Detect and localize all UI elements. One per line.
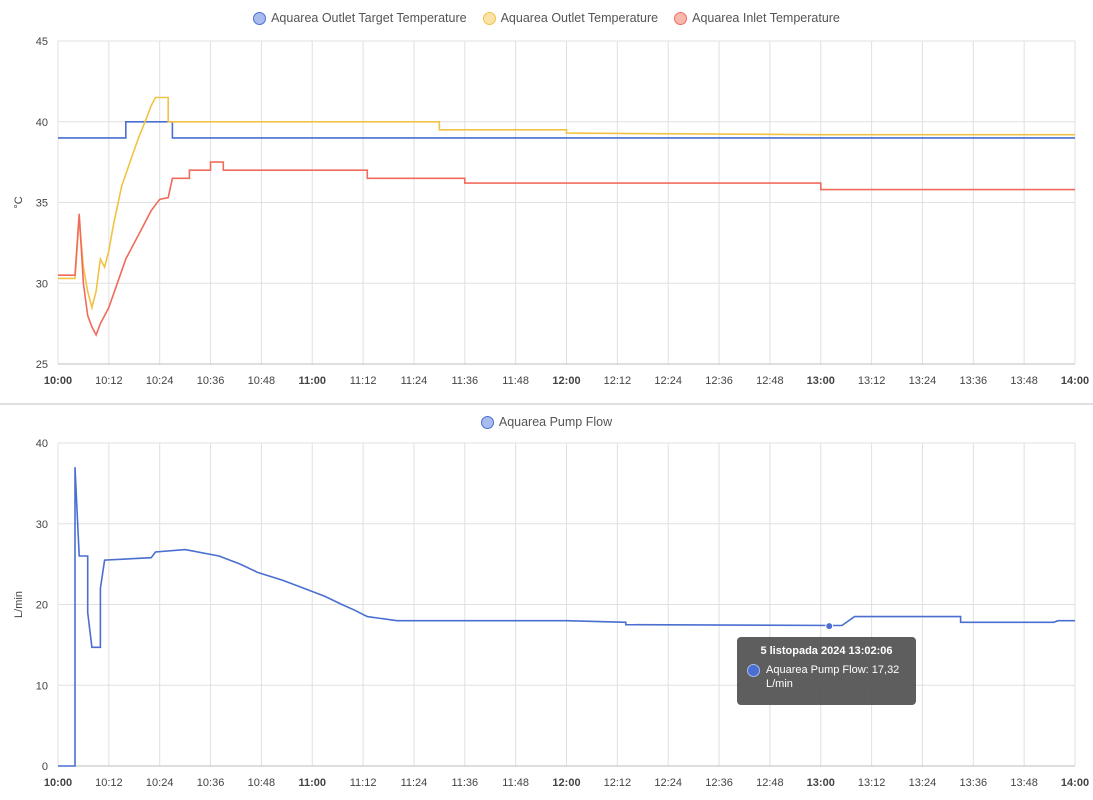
x-tick-label: 13:36 (960, 777, 988, 789)
y-tick-label: 20 (36, 600, 48, 612)
legend-label-outlet: Aquarea Outlet Temperature (500, 11, 659, 25)
tooltip-unit: L/min (766, 678, 793, 690)
x-tick-label: 12:24 (654, 777, 682, 789)
x-tick-label: 11:48 (502, 375, 529, 387)
series-line-aquarea-inlet-temperature[interactable] (58, 161, 1075, 337)
y-tick-label: 45 (36, 36, 48, 48)
temperature-chart-plot[interactable]: 10:00 10:12 10:24 10:36 10:48 11:00 11:12 11:24… (0, 0, 1093, 402)
y-tick-label: 10 (36, 680, 48, 692)
grid (57, 40, 1076, 365)
x-tick-label: 10:00 (44, 375, 72, 387)
legend-swatch-inlet (674, 11, 688, 25)
legend-item-outlet-target[interactable]: Aquarea Outlet Target Temperature (253, 11, 467, 25)
x-tick-label: 10:12 (95, 777, 123, 789)
x-tick-label: 13:12 (858, 777, 886, 789)
x-tick-label: 11:12 (350, 777, 377, 789)
y-tick-label: 35 (36, 198, 48, 210)
x-tick-label: 10:00 (44, 777, 72, 789)
temperature-chart-legend: Aquarea Outlet Target Temperature Aquare… (0, 11, 1093, 25)
x-tick-label: 11:36 (451, 375, 478, 387)
y-axis-label: °C (13, 196, 25, 208)
x-tick-label: 11:48 (502, 777, 529, 789)
x-tick-label: 13:00 (807, 777, 835, 789)
x-tick-label: 12:12 (604, 777, 632, 789)
x-tick-label: 13:24 (909, 777, 937, 789)
legend-label-pump-flow: Aquarea Pump Flow (498, 415, 613, 429)
y-tick-label: 30 (36, 519, 48, 531)
legend-swatch-pump-flow (480, 415, 494, 429)
x-tick-label: 13:00 (807, 375, 835, 387)
legend-swatch-outlet-target (253, 11, 267, 25)
x-tick-label: 12:00 (552, 777, 580, 789)
y-tick-label: 0 (42, 761, 48, 773)
x-tick-label: 10:24 (146, 375, 174, 387)
tooltip-title: 5 listopada 2024 13:02:06 (760, 645, 893, 657)
series-line-aquarea-outlet-target-temperature[interactable] (58, 121, 1075, 139)
y-tick-label: 30 (36, 278, 48, 290)
x-tick-label: 12:24 (654, 375, 682, 387)
legend-item-inlet[interactable]: Aquarea Inlet Temperature (674, 11, 840, 25)
tooltip-series-dot (747, 664, 760, 677)
x-tick-label: 12:12 (604, 375, 632, 387)
x-tick-label: 13:48 (1010, 777, 1038, 789)
x-tick-label: 12:36 (705, 777, 733, 789)
legend-item-outlet[interactable]: Aquarea Outlet Temperature (482, 11, 659, 25)
x-tick-label: 13:12 (858, 375, 886, 387)
x-tick-label: 14:00 (1061, 777, 1089, 789)
x-tick-label: 10:48 (248, 375, 276, 387)
series-line-aquarea-pump-flow[interactable] (58, 467, 1075, 767)
x-tick-label: 12:00 (552, 375, 580, 387)
x-tick-label: 13:48 (1010, 375, 1038, 387)
y-tick-label: 40 (36, 438, 48, 450)
y-axis-label: L/min (13, 591, 25, 618)
x-tick-label: 10:12 (95, 375, 123, 387)
x-tick-label: 10:36 (197, 375, 225, 387)
legend-swatch-outlet (482, 11, 496, 25)
panel-divider (0, 403, 1093, 405)
x-tick-label: 11:12 (350, 375, 377, 387)
x-tick-label: 12:36 (705, 375, 733, 387)
x-tick-label: 12:48 (756, 375, 784, 387)
x-tick-label: 11:00 (298, 375, 326, 387)
x-tick-label: 14:00 (1061, 375, 1089, 387)
y-tick-label: 25 (36, 359, 48, 371)
x-tick-label: 12:48 (756, 777, 784, 789)
x-tick-label: 10:36 (197, 777, 225, 789)
x-tick-label: 13:24 (909, 375, 937, 387)
legend-label-outlet-target: Aquarea Outlet Target Temperature (271, 11, 467, 25)
pump-flow-chart-panel: Aquarea Pump Flow 10:00 10:12 10:24 10:36 10… (0, 404, 1093, 800)
grid (57, 442, 1076, 767)
legend-item-pump-flow[interactable]: Aquarea Pump Flow (480, 415, 613, 429)
x-tick-label: 11:24 (401, 375, 428, 387)
pump-flow-chart-plot[interactable]: 10:00 10:12 10:24 10:36 10:48 11:00 11:12 11:24… (0, 404, 1093, 800)
temperature-chart-panel: Aquarea Outlet Target Temperature Aquare… (0, 0, 1093, 402)
series-line-aquarea-outlet-temperature[interactable] (58, 96, 1075, 311)
chart-tooltip: 5 listopada 2024 13:02:06 Aquarea Pump F… (737, 637, 916, 705)
x-tick-label: 11:24 (401, 777, 428, 789)
legend-label-inlet: Aquarea Inlet Temperature (692, 11, 840, 25)
y-tick-label: 40 (36, 117, 48, 129)
tooltip-value: Aquarea Pump Flow: 17,32 (766, 664, 900, 676)
x-tick-label: 10:48 (248, 777, 276, 789)
x-tick-label: 11:36 (451, 777, 478, 789)
x-tick-label: 13:36 (960, 375, 988, 387)
pump-flow-chart-legend: Aquarea Pump Flow (0, 415, 1093, 429)
x-tick-label: 10:24 (146, 777, 174, 789)
highlighted-data-point[interactable] (825, 622, 834, 631)
x-tick-label: 11:00 (298, 777, 326, 789)
